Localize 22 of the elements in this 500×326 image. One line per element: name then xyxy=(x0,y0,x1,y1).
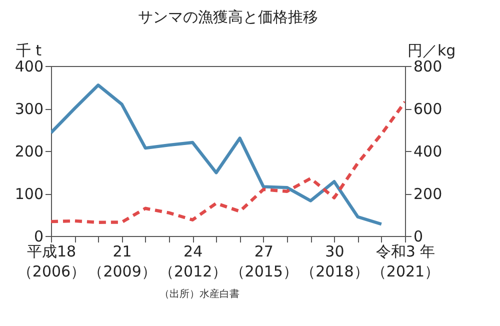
x-tick-label: 30（2018） xyxy=(300,242,369,280)
y-axis-title: 千 t xyxy=(16,42,42,60)
y-tick-label: 400 xyxy=(14,58,44,76)
x-tick-label: 21（2009） xyxy=(88,242,156,280)
y2-tick-label: 600 xyxy=(414,100,442,118)
x-tick-label: 27（2015） xyxy=(230,242,298,280)
x-tick-label: 平成18（2006） xyxy=(17,242,86,280)
y2-tick-label: 0 xyxy=(414,228,424,246)
text: （出所）水産白書 xyxy=(160,288,240,300)
chart-title: サンマの漁獲高と価格推移 xyxy=(138,8,318,26)
y-tick-label: 100 xyxy=(14,185,44,203)
y-tick-label: 0 xyxy=(34,228,44,246)
y2-axis-title: 円／kg xyxy=(408,42,456,60)
y-tick-label: 200 xyxy=(14,142,44,160)
x-tick-label: 24（2012） xyxy=(159,242,228,280)
line-series xyxy=(51,84,383,226)
line-series xyxy=(51,100,405,224)
y-tick-label: 300 xyxy=(14,100,44,118)
y2-tick-label: 200 xyxy=(414,185,442,203)
x-tick-label: 令和3 年（2021） xyxy=(371,242,440,280)
y2-tick-label: 800 xyxy=(414,58,442,76)
y2-tick-label: 400 xyxy=(414,142,442,160)
